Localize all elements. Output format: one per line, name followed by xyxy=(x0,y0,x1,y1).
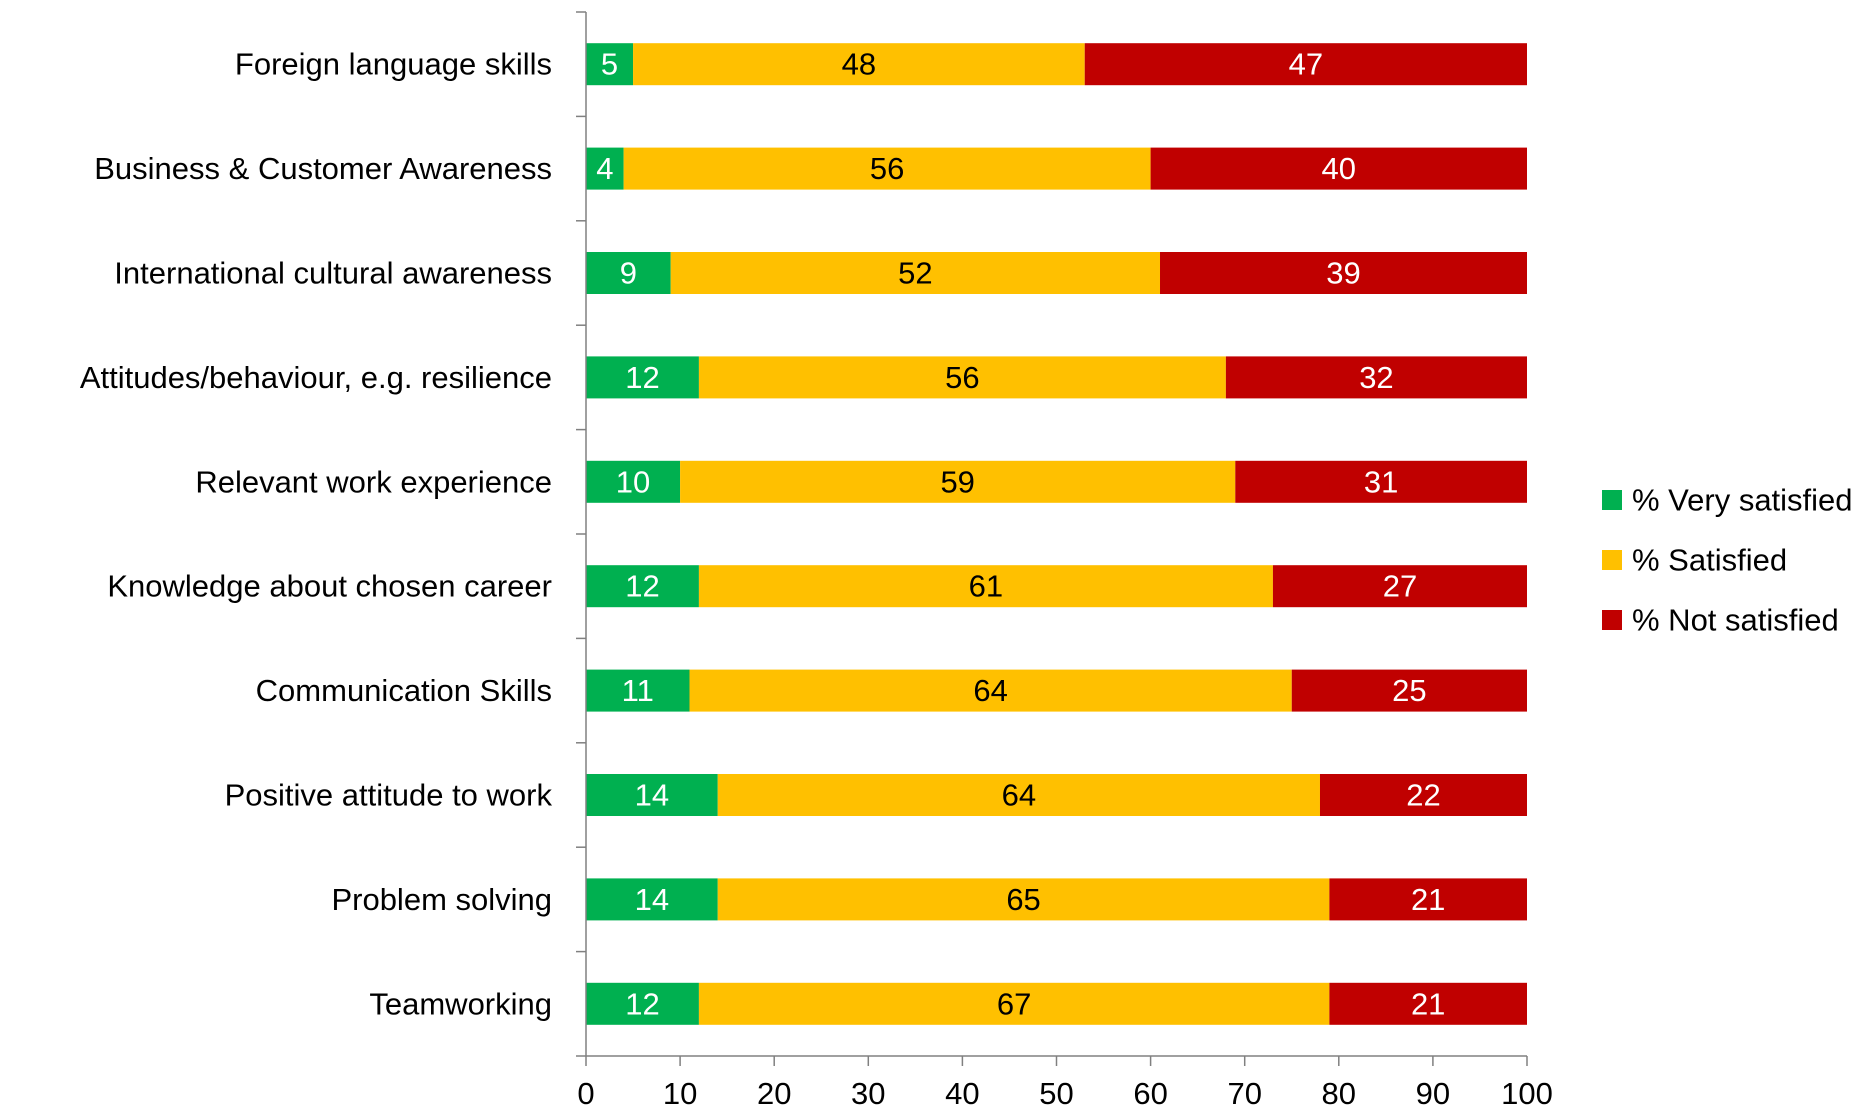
data-label: 25 xyxy=(1392,673,1426,708)
bar-segment-2-3 xyxy=(670,252,1161,294)
bar-segment-2-1 xyxy=(633,43,1085,86)
data-label: 21 xyxy=(1411,882,1445,917)
data-label: 56 xyxy=(870,151,904,186)
axes-layer: Foreign language skills Business & Custom… xyxy=(80,11,1553,1111)
x-tick-label: 90 xyxy=(1416,1076,1450,1111)
data-label: 67 xyxy=(997,986,1031,1021)
data-label: 56 xyxy=(945,360,979,395)
bar-segment-1-1 xyxy=(586,43,634,86)
bar-segment-2-8 xyxy=(717,774,1320,816)
category-label: Attitudes/behaviour, e.g. resilience xyxy=(80,360,552,395)
x-tick-label: 80 xyxy=(1322,1076,1356,1111)
legend-label: % Satisfied xyxy=(1632,543,1787,578)
bar-segment-1-10 xyxy=(586,982,699,1025)
bar-segment-3-7 xyxy=(1291,669,1527,712)
bar-segment-1-3 xyxy=(586,252,671,294)
x-tick-label: 10 xyxy=(663,1076,697,1111)
category-label: Teamworking xyxy=(369,986,552,1021)
data-label: 12 xyxy=(625,569,659,604)
bar-segment-2-2 xyxy=(623,147,1151,190)
x-tick-label: 70 xyxy=(1227,1076,1261,1111)
legend-swatch xyxy=(1602,550,1622,570)
data-label: 10 xyxy=(616,464,650,499)
legend-label: % Very satisfied xyxy=(1632,483,1853,518)
category-label: Problem solving xyxy=(331,882,552,917)
x-tick-label: 100 xyxy=(1501,1076,1553,1111)
data-label: 65 xyxy=(1006,882,1040,917)
data-label: 47 xyxy=(1289,47,1323,82)
bars-layer xyxy=(586,43,1527,1025)
category-label: Business & Customer Awareness xyxy=(94,151,552,186)
data-label: 40 xyxy=(1322,151,1356,186)
legend: % Very satisfied % Satisfied % Not satisfi… xyxy=(1602,483,1853,638)
category-label: Positive attitude to work xyxy=(225,778,553,813)
data-label: 52 xyxy=(898,256,932,291)
bar-segment-3-3 xyxy=(1160,252,1527,294)
data-label: 12 xyxy=(625,360,659,395)
data-label: 9 xyxy=(620,256,637,291)
category-label: Communication Skills xyxy=(256,673,552,708)
bar-segment-2-6 xyxy=(698,565,1273,608)
data-label: 22 xyxy=(1406,778,1440,813)
bar-segment-3-10 xyxy=(1329,982,1527,1025)
x-tick-label: 20 xyxy=(757,1076,791,1111)
bar-segment-3-2 xyxy=(1150,147,1527,190)
data-label: 4 xyxy=(596,151,613,186)
x-tick-label: 30 xyxy=(851,1076,885,1111)
bar-segment-1-4 xyxy=(586,356,699,399)
data-labels-layer: 5 48 47 4 56 40 9 52 39 12 56 32 10 59 31 12 61 27 11 64 25 1… xyxy=(596,47,1445,1022)
data-label: 11 xyxy=(622,673,654,708)
bar-segment-2-10 xyxy=(698,982,1330,1025)
data-label: 12 xyxy=(625,986,659,1021)
x-tick-label: 0 xyxy=(577,1076,594,1111)
bar-segment-2-9 xyxy=(717,878,1330,921)
bar-segment-3-1 xyxy=(1084,43,1527,86)
bar-segment-1-8 xyxy=(586,774,718,816)
x-tick-label: 40 xyxy=(945,1076,979,1111)
data-label: 21 xyxy=(1411,986,1445,1021)
data-label: 64 xyxy=(973,673,1007,708)
bar-segment-2-7 xyxy=(689,669,1292,712)
bar-segment-1-6 xyxy=(586,565,699,608)
legend-label: % Not satisfied xyxy=(1632,603,1839,638)
bar-segment-1-9 xyxy=(586,878,718,921)
x-tick-label: 60 xyxy=(1133,1076,1167,1111)
bar-segment-1-5 xyxy=(586,460,681,503)
category-label: Foreign language skills xyxy=(235,47,552,82)
bar-segment-3-4 xyxy=(1225,356,1527,399)
legend-swatch xyxy=(1602,490,1622,510)
legend-swatch xyxy=(1602,610,1622,630)
data-label: 5 xyxy=(601,47,618,82)
bar-segment-1-2 xyxy=(586,147,624,190)
data-label: 14 xyxy=(635,778,669,813)
category-label: International cultural awareness xyxy=(114,256,552,291)
data-label: 59 xyxy=(940,464,974,499)
x-tick-label: 50 xyxy=(1039,1076,1073,1111)
data-label: 39 xyxy=(1326,256,1360,291)
bar-segment-3-8 xyxy=(1319,774,1527,816)
bar-segment-3-6 xyxy=(1272,565,1527,608)
bar-segment-3-9 xyxy=(1329,878,1527,921)
data-label: 61 xyxy=(969,569,1003,604)
bar-segment-3-5 xyxy=(1235,460,1527,503)
data-label: 32 xyxy=(1359,360,1393,395)
bar-segment-2-4 xyxy=(698,356,1226,399)
category-label: Relevant work experience xyxy=(195,464,552,499)
category-label: Knowledge about chosen career xyxy=(107,569,552,604)
data-label: 64 xyxy=(1002,778,1036,813)
data-label: 48 xyxy=(842,47,876,82)
data-label: 14 xyxy=(635,882,669,917)
bar-segment-2-5 xyxy=(680,460,1236,503)
data-label: 31 xyxy=(1364,464,1398,499)
data-label: 27 xyxy=(1383,569,1417,604)
bar-segment-1-7 xyxy=(586,669,690,712)
